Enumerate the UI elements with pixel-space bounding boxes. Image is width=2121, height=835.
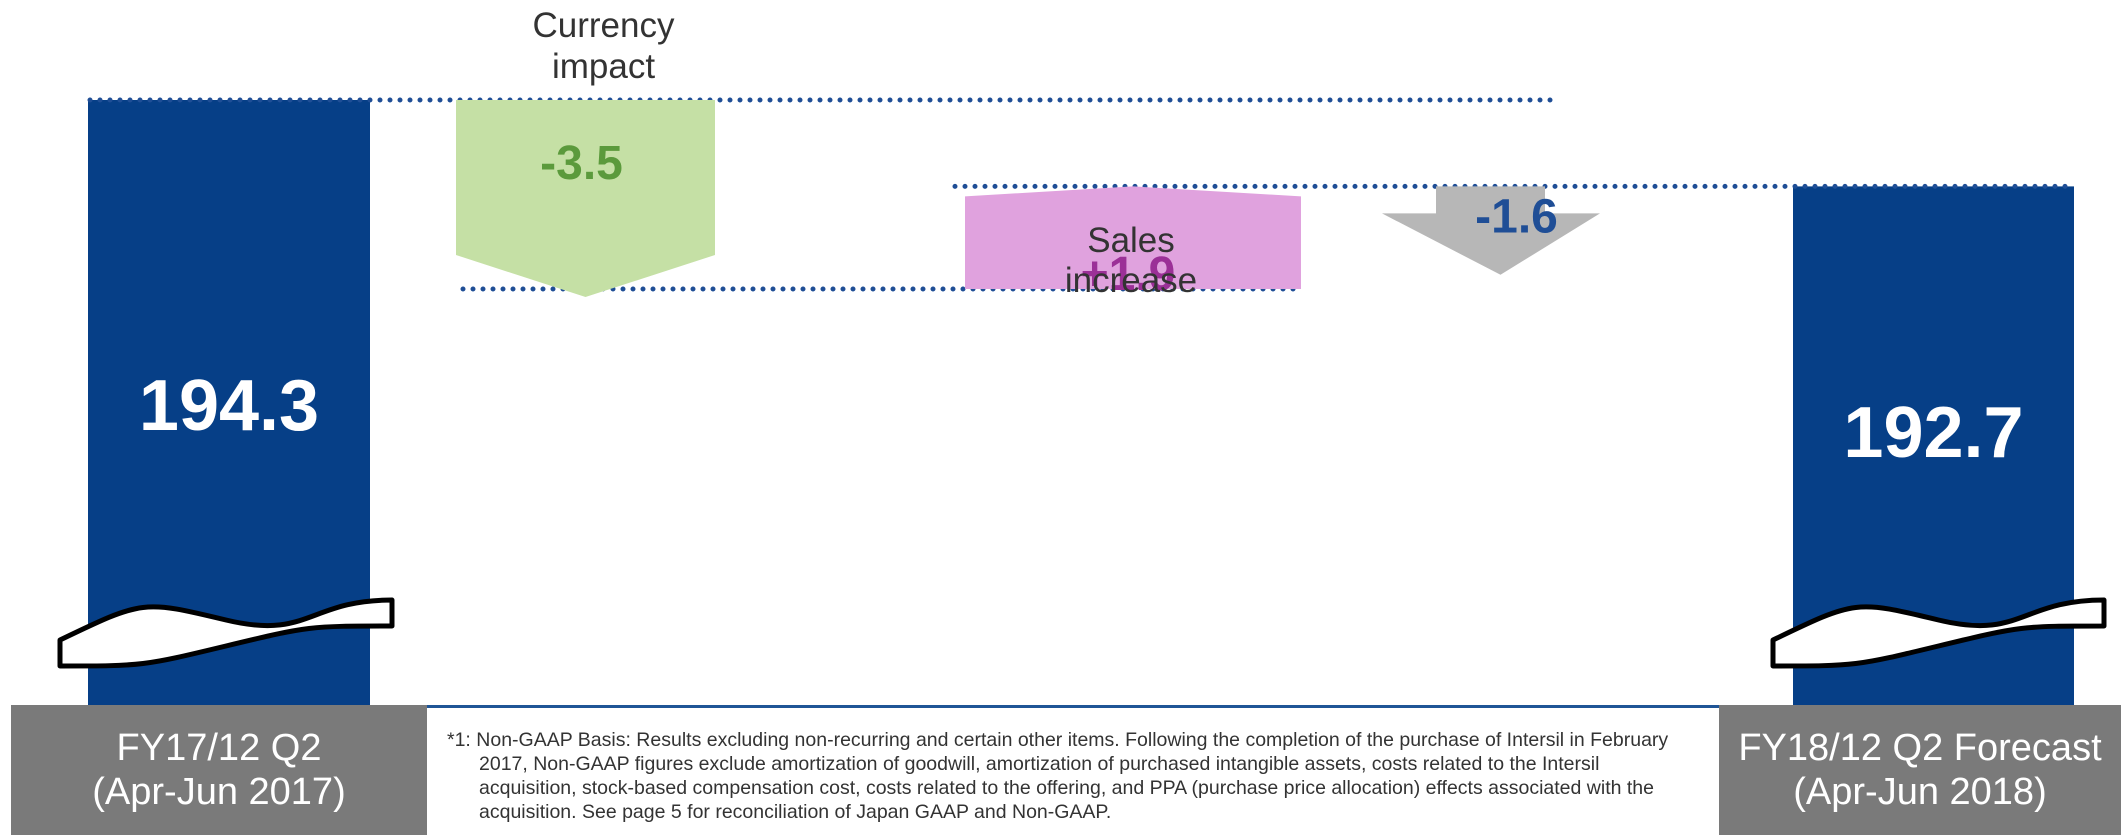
step-2-bar: [965, 186, 1301, 289]
axis-break-right-icon: [1770, 597, 2107, 669]
step-2-label-line2: increase: [1065, 261, 1197, 300]
category-label-start-line1: FY17/12 Q2: [116, 727, 322, 769]
category-label-start-line2: (Apr-Jun 2017): [92, 771, 346, 813]
step-1-label-line1: Currency: [533, 6, 675, 45]
end-value-label: 192.7: [1843, 393, 2023, 473]
footnote-text: *1: Non-GAAP Basis: Results excluding no…: [447, 729, 1669, 823]
step-1-label-line2: impact: [552, 47, 655, 86]
category-label-end-line1: FY18/12 Q2 Forecast: [1738, 727, 2102, 769]
category-label-start: FY17/12 Q2 (Apr-Jun 2017): [11, 705, 427, 835]
axis-break-left-icon: [57, 597, 395, 669]
footnote: *1: Non-GAAP Basis: Results excluding no…: [427, 705, 1719, 835]
step-2-value-label: +1.9: [1081, 248, 1176, 301]
category-label-end-line2: (Apr-Jun 2018): [1793, 771, 2047, 813]
step-3-value-label: -1.6: [1475, 190, 1558, 243]
start-value-label: 194.3: [139, 366, 319, 446]
step-1-value-label: -3.5: [540, 137, 623, 190]
step-1-bar: [456, 100, 715, 297]
step-2-label-line1: Sales: [1087, 221, 1175, 260]
category-label-end: FY18/12 Q2 Forecast (Apr-Jun 2018): [1719, 705, 2121, 835]
step-3-bar: [1382, 186, 1600, 275]
start-total-bar: [88, 100, 370, 705]
